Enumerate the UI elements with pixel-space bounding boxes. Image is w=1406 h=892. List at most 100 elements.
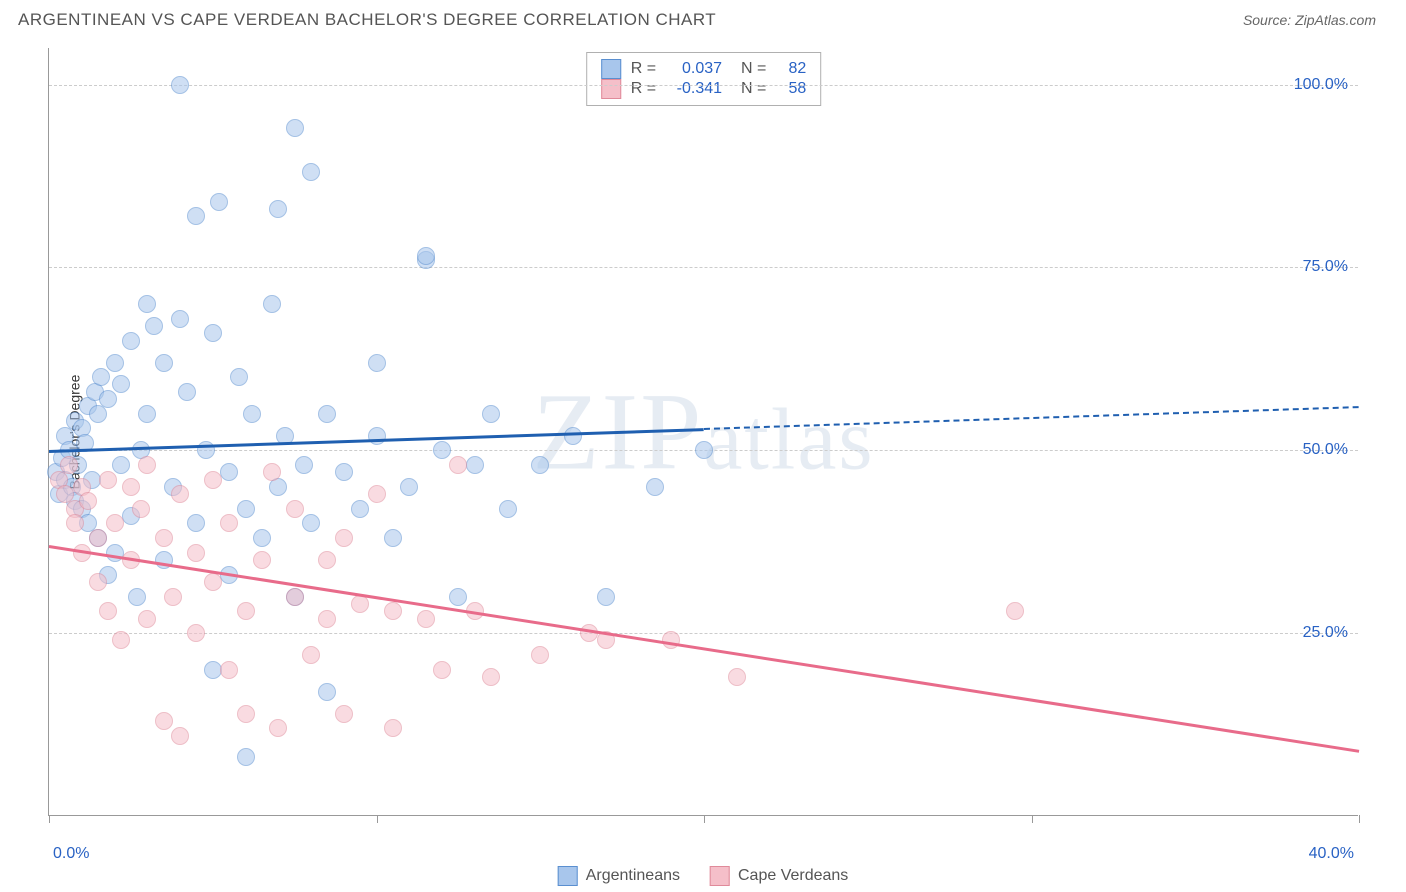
data-point	[433, 441, 451, 459]
source-label: Source: ZipAtlas.com	[1243, 12, 1376, 28]
data-point	[237, 602, 255, 620]
y-tick-label: 75.0%	[1303, 258, 1348, 276]
data-point	[138, 405, 156, 423]
data-point	[466, 456, 484, 474]
x-tick-label: 40.0%	[1309, 845, 1354, 863]
x-tick	[1359, 815, 1360, 823]
x-tick-label: 0.0%	[53, 845, 89, 863]
data-point	[106, 544, 124, 562]
data-point	[269, 200, 287, 218]
data-point	[99, 390, 117, 408]
data-point	[171, 76, 189, 94]
y-tick-label: 50.0%	[1303, 441, 1348, 459]
legend-label: Cape Verdeans	[738, 867, 848, 885]
data-point	[302, 163, 320, 181]
data-point	[187, 624, 205, 642]
data-point	[138, 295, 156, 313]
data-point	[99, 471, 117, 489]
data-point	[482, 668, 500, 686]
data-point	[335, 705, 353, 723]
data-point	[269, 719, 287, 737]
swatch-icon	[601, 79, 621, 99]
x-tick	[377, 815, 378, 823]
swatch-icon	[710, 866, 730, 886]
data-point	[318, 405, 336, 423]
data-point	[482, 405, 500, 423]
data-point	[220, 463, 238, 481]
data-point	[89, 529, 107, 547]
title-bar: ARGENTINEAN VS CAPE VERDEAN BACHELOR'S D…	[0, 0, 1406, 30]
data-point	[220, 514, 238, 532]
data-point	[128, 588, 146, 606]
data-point	[580, 624, 598, 642]
data-point	[384, 602, 402, 620]
data-point	[531, 456, 549, 474]
data-point	[171, 310, 189, 328]
legend-item-capeverdeans: Cape Verdeans	[710, 866, 848, 886]
data-point	[351, 500, 369, 518]
data-point	[417, 610, 435, 628]
data-point	[318, 683, 336, 701]
data-point	[122, 332, 140, 350]
data-point	[171, 727, 189, 745]
data-point	[89, 573, 107, 591]
data-point	[263, 463, 281, 481]
data-point	[187, 514, 205, 532]
data-point	[433, 661, 451, 679]
stats-r-value: -0.341	[666, 80, 722, 98]
data-point	[368, 427, 386, 445]
data-point	[253, 529, 271, 547]
data-point	[286, 119, 304, 137]
data-point	[66, 514, 84, 532]
data-point	[204, 471, 222, 489]
data-point	[138, 610, 156, 628]
data-point	[564, 427, 582, 445]
data-point	[155, 529, 173, 547]
data-point	[400, 478, 418, 496]
stats-n-value: 82	[776, 60, 806, 78]
data-point	[295, 456, 313, 474]
data-point	[302, 514, 320, 532]
data-point	[204, 324, 222, 342]
data-point	[187, 544, 205, 562]
data-point	[253, 551, 271, 569]
data-point	[99, 602, 117, 620]
stats-n-label: N =	[732, 60, 766, 78]
data-point	[122, 478, 140, 496]
data-point	[60, 456, 78, 474]
data-point	[728, 668, 746, 686]
data-point	[204, 661, 222, 679]
stats-n-value: 58	[776, 80, 806, 98]
grid-line	[49, 633, 1358, 634]
grid-line	[49, 267, 1358, 268]
data-point	[132, 500, 150, 518]
data-point	[237, 705, 255, 723]
stats-row: R =0.037 N =82	[601, 59, 807, 79]
trend-line	[704, 406, 1359, 430]
data-point	[499, 500, 517, 518]
data-point	[695, 441, 713, 459]
data-point	[368, 354, 386, 372]
stats-n-label: N =	[732, 80, 766, 98]
data-point	[318, 551, 336, 569]
swatch-icon	[601, 59, 621, 79]
data-point	[79, 492, 97, 510]
data-point	[112, 456, 130, 474]
grid-line	[49, 85, 1358, 86]
data-point	[449, 456, 467, 474]
data-point	[318, 610, 336, 628]
data-point	[335, 529, 353, 547]
data-point	[449, 588, 467, 606]
legend-label: Argentineans	[586, 867, 680, 885]
stats-r-label: R =	[631, 60, 656, 78]
data-point	[531, 646, 549, 664]
data-point	[286, 500, 304, 518]
data-point	[112, 631, 130, 649]
bottom-legend: Argentineans Cape Verdeans	[558, 866, 849, 886]
stats-row: R =-0.341 N =58	[601, 79, 807, 99]
data-point	[237, 500, 255, 518]
data-point	[351, 595, 369, 613]
data-point	[368, 485, 386, 503]
data-point	[243, 405, 261, 423]
data-point	[384, 719, 402, 737]
